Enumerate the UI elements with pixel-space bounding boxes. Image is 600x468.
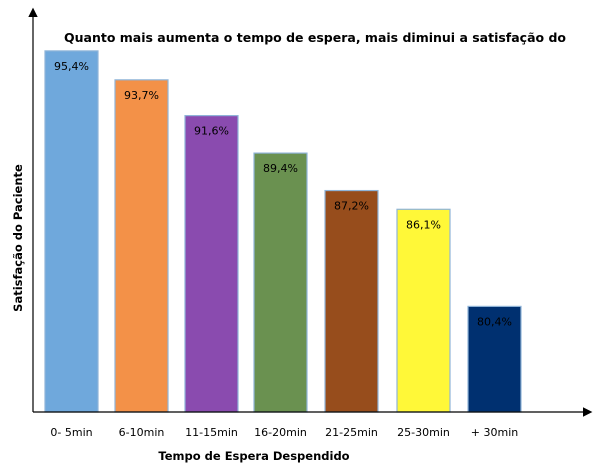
x-tick-label-1: 6-10min <box>119 426 165 439</box>
data-label-3: 89,4% <box>263 162 298 175</box>
bar-1 <box>114 79 169 413</box>
data-label-0: 95,4% <box>54 60 89 73</box>
x-tick-label-3: 16-20min <box>254 426 307 439</box>
data-label-5: 86,1% <box>406 218 441 231</box>
chart-title: Quanto mais aumenta o tempo de espera, m… <box>64 30 566 45</box>
bar-4 <box>324 189 379 413</box>
bar-2 <box>184 115 239 413</box>
bar-3 <box>253 152 308 413</box>
x-tick-label-5: 25-30min <box>397 426 450 439</box>
x-tick-label-0: 0- 5min <box>50 426 92 439</box>
data-label-1: 93,7% <box>124 89 159 102</box>
x-axis-title: Tempo de Espera Despendido <box>158 449 349 463</box>
x-tick-label-2: 11-15min <box>185 426 238 439</box>
data-label-6: 80,4% <box>477 315 512 328</box>
x-tick-label-6: + 30min <box>471 426 518 439</box>
x-tick-label-4: 21-25min <box>325 426 378 439</box>
y-axis-title: Satisfação do Paciente <box>11 164 25 312</box>
bar-6 <box>467 305 522 413</box>
bar-5 <box>396 208 451 413</box>
data-label-4: 87,2% <box>334 200 369 213</box>
bar-0 <box>44 50 99 413</box>
data-label-2: 91,6% <box>194 125 229 138</box>
